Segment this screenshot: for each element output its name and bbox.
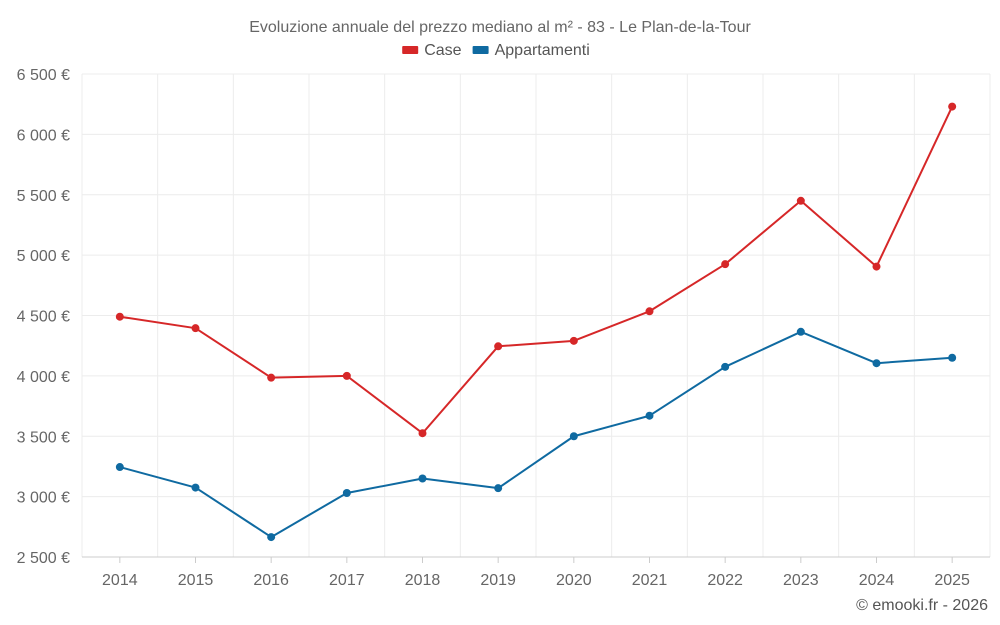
data-point-case xyxy=(796,196,805,205)
series-line-case xyxy=(119,106,954,435)
data-point-appartamenti xyxy=(267,533,276,542)
legend-swatch-case xyxy=(402,46,419,54)
x-tick-label: 2024 xyxy=(859,572,895,589)
y-tick-label: 4 000 € xyxy=(17,369,70,386)
data-point-case xyxy=(948,102,957,111)
x-tick-label: 2014 xyxy=(102,572,138,589)
y-tick-label: 2 500 € xyxy=(17,550,70,567)
data-point-case xyxy=(569,336,578,345)
axes: 2 500 € 3 000 € 3 500 € 4 000 € 4 500 € 5 000… xyxy=(17,67,990,589)
data-point-case xyxy=(342,371,351,380)
x-tick-label: 2017 xyxy=(329,572,365,589)
legend: Case Appartamenti xyxy=(402,42,590,59)
data-point-appartamenti xyxy=(342,489,351,498)
legend-label-appartamenti: Appartamenti xyxy=(495,42,590,59)
data-point-appartamenti xyxy=(721,362,730,371)
data-point-case xyxy=(645,307,654,316)
data-point-appartamenti xyxy=(191,483,200,492)
data-point-appartamenti xyxy=(115,463,124,472)
data-point-appartamenti xyxy=(645,411,654,420)
y-tick-label: 6 500 € xyxy=(17,67,70,84)
legend-label-case: Case xyxy=(424,42,461,59)
x-tick-label: 2020 xyxy=(556,572,592,589)
data-point-case xyxy=(418,429,427,438)
x-tick-label: 2023 xyxy=(783,572,819,589)
x-tick-label: 2016 xyxy=(253,572,289,589)
grid xyxy=(81,73,991,557)
series-layer xyxy=(115,102,957,542)
data-point-case xyxy=(191,324,200,333)
legend-swatch-appartamenti xyxy=(472,46,489,54)
data-point-case xyxy=(494,342,503,351)
data-point-appartamenti xyxy=(872,359,881,368)
credit-text: © emooki.fr - 2026 xyxy=(856,597,988,614)
data-point-case xyxy=(115,312,124,321)
data-point-case xyxy=(721,260,730,269)
series-line-appartamenti xyxy=(119,330,953,539)
data-point-appartamenti xyxy=(569,432,578,441)
x-tick-label: 2025 xyxy=(934,572,970,589)
y-tick-label: 3 000 € xyxy=(17,490,70,507)
data-point-appartamenti xyxy=(494,484,503,493)
y-tick-label: 4 500 € xyxy=(17,309,70,326)
data-point-appartamenti xyxy=(948,353,957,362)
x-tick-label: 2018 xyxy=(405,572,441,589)
data-point-case xyxy=(872,262,881,271)
data-point-case xyxy=(267,373,276,382)
y-tick-label: 6 000 € xyxy=(17,127,70,144)
x-tick-label: 2019 xyxy=(480,572,516,589)
chart-title: Evoluzione annuale del prezzo mediano al… xyxy=(249,19,751,36)
y-tick-label: 3 500 € xyxy=(17,429,70,446)
y-tick-label: 5 500 € xyxy=(17,188,70,205)
data-point-appartamenti xyxy=(418,474,427,483)
x-tick-label: 2021 xyxy=(632,572,668,589)
x-tick-label: 2015 xyxy=(178,572,214,589)
x-tick-label: 2022 xyxy=(707,572,743,589)
y-tick-label: 5 000 € xyxy=(17,248,70,265)
data-point-appartamenti xyxy=(796,327,805,336)
